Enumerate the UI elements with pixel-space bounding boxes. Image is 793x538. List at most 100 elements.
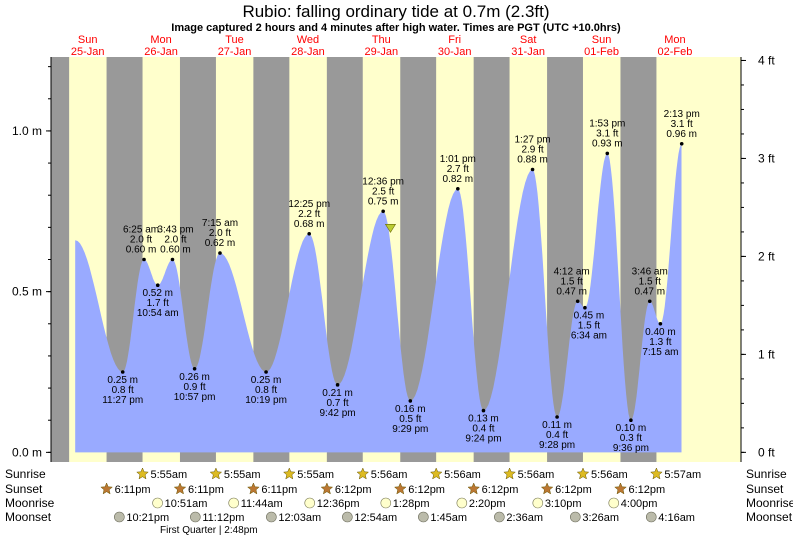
tide-extreme-label: 1:27 pm: [514, 135, 550, 146]
tide-extreme-label: 0.60 m: [160, 245, 191, 256]
tide-extreme-label: 0.25 m: [107, 375, 138, 386]
tide-extreme-label: 0.82 m: [443, 174, 474, 185]
moonset-time-label: 10:21pm: [126, 512, 169, 524]
moonrise-icon: [304, 497, 316, 509]
tide-extreme-dot: [170, 257, 175, 262]
tide-extreme-label: 10:57 pm: [174, 392, 216, 403]
tide-extreme-label: 0.8 ft: [112, 385, 134, 396]
sunrise-row-label-right: Sunrise: [746, 467, 787, 481]
tide-extreme-label: 0.60 m: [126, 245, 157, 256]
day-date-label: 29-Jan: [364, 46, 398, 58]
tide-extreme-label: 0.47 m: [556, 286, 587, 297]
sunset-icon: [247, 482, 260, 495]
moonset-icon: [266, 511, 277, 523]
moonset-icon: [418, 511, 429, 523]
moonset-time-label: 1:45am: [430, 512, 467, 524]
tide-extreme-label: 9:24 pm: [465, 434, 501, 445]
sunrise-icon: [282, 467, 296, 480]
moonset-row-label-left: Moonset: [5, 510, 52, 524]
moonrise-icon: [456, 497, 468, 509]
tide-extreme-label: 7:15 am: [642, 347, 678, 358]
sunset-time-label: 6:12pm: [628, 484, 665, 496]
tide-extreme-dot: [192, 366, 197, 371]
tide-extreme-dot: [218, 251, 222, 255]
right-tick-label: 3 ft: [758, 151, 775, 165]
sunrise-time-label: 5:55am: [297, 469, 334, 481]
sunset-icon: [100, 482, 113, 495]
day-date-label: 28-Jan: [291, 46, 325, 58]
moonrise-icon: [228, 497, 239, 509]
sunrise-time-label: 5:55am: [224, 469, 261, 481]
moonrise-icon: [152, 497, 163, 509]
tide-extreme-label: 12:25 pm: [288, 199, 330, 210]
tide-extreme-dot: [335, 383, 340, 387]
day-name-label: Mon: [664, 34, 685, 46]
tide-extreme-label: 2.0 ft: [209, 228, 231, 239]
sunrise-icon: [576, 467, 590, 480]
sunrise-time-label: 5:55am: [151, 469, 188, 481]
tide-extreme-label: 2.0 ft: [164, 235, 186, 246]
tide-extreme-label: 1.5 ft: [639, 276, 661, 287]
day-name-label: Fri: [448, 34, 461, 46]
tide-extreme-label: 0.25 m: [251, 375, 282, 386]
tide-extreme-dot: [481, 408, 486, 413]
tide-extreme-label: 2:13 pm: [664, 109, 700, 120]
moonset-icon: [114, 511, 125, 523]
tide-extreme-label: 1:01 pm: [440, 154, 476, 165]
moonrise-time-label: 1:28pm: [393, 498, 430, 510]
moon-phase-label: First Quarter | 2:48pm: [160, 525, 258, 536]
sunset-time-label: 6:12pm: [555, 484, 592, 496]
moonset-icon: [342, 511, 353, 523]
tide-extreme-label: 12:36 pm: [362, 176, 404, 187]
tide-extreme-label: 0.96 m: [666, 129, 697, 140]
tide-extreme-label: 3.1 ft: [596, 128, 618, 139]
tide-extreme-label: 0.40 m: [645, 327, 676, 338]
moonrise-time-label: 10:51am: [165, 498, 208, 510]
night-band: [51, 57, 70, 462]
tide-area-group: [75, 143, 682, 453]
sunset-icon: [540, 482, 554, 495]
tide-extreme-label: 1.7 ft: [147, 298, 169, 309]
tide-extreme-label: 0.52 m: [142, 288, 173, 299]
tide-extreme-label: 3.1 ft: [671, 119, 693, 130]
tide-extreme-label: 0.26 m: [179, 372, 210, 383]
tide-extreme-label: 2.7 ft: [447, 164, 469, 175]
sunset-row-label-left: Sunset: [5, 482, 43, 496]
sunrise-icon: [209, 467, 223, 480]
tide-extreme-label: 0.5 ft: [399, 414, 421, 425]
left-tick-label: 0.0 m: [12, 445, 42, 459]
axes-group: 0.0 m0.5 m1.0 m0 ft1 ft2 ft3 ft4 ftSun25…: [12, 34, 775, 462]
moonrise-time-label: 12:36pm: [317, 498, 360, 510]
right-tick-label: 0 ft: [758, 445, 775, 459]
tide-extreme-label: 9:29 pm: [392, 424, 428, 435]
day-name-label: Mon: [150, 34, 171, 46]
tide-extreme-dot: [155, 283, 160, 288]
tide-extreme-label: 10:54 am: [137, 308, 179, 319]
day-name-label: Tue: [225, 34, 244, 46]
tide-extreme-dot: [307, 231, 311, 236]
tide-extreme-dot: [605, 151, 610, 156]
moonrise-row-label-right: Moonrise: [746, 496, 793, 510]
day-name-label: Sun: [78, 34, 98, 46]
tide-extreme-label: 1.5 ft: [561, 276, 583, 287]
day-name-label: Sat: [520, 34, 537, 46]
sunrise-time-label: 5:56am: [444, 469, 481, 481]
day-date-label: 25-Jan: [71, 46, 105, 58]
moonrise-time-label: 2:20pm: [469, 498, 506, 510]
sunrise-time-label: 5:57am: [664, 469, 701, 481]
tide-extreme-label: 6:25 am: [123, 225, 159, 236]
tide-extreme-dot: [575, 299, 580, 304]
sunrise-time-label: 5:56am: [591, 469, 628, 481]
moonset-icon: [494, 511, 505, 523]
sunrise-icon: [503, 467, 516, 480]
left-tick-label: 0.5 m: [12, 285, 42, 299]
moonrise-time-label: 4:00pm: [621, 498, 658, 510]
tide-extreme-dot: [647, 299, 652, 304]
day-date-label: 26-Jan: [144, 46, 178, 58]
sunrise-row-label-left: Sunrise: [5, 467, 46, 481]
tide-extreme-label: 0.47 m: [634, 286, 665, 297]
sunrise-time-label: 5:56am: [518, 469, 555, 481]
moonrise-time-label: 3:10pm: [545, 498, 582, 510]
